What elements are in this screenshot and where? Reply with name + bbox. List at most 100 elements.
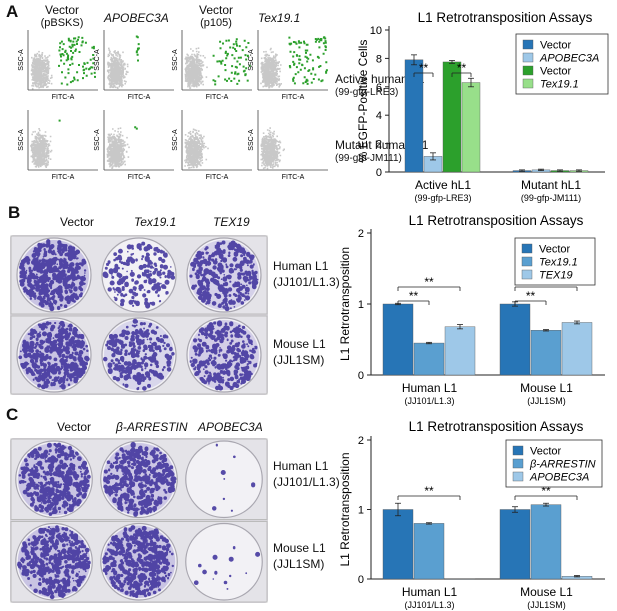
b-well-r1-c1 xyxy=(16,237,92,313)
chart2-error-s1-c1 xyxy=(543,502,549,507)
chart1-error-s2-c1 xyxy=(574,320,580,325)
chart0-x-tick-label-0: Active hL1 xyxy=(415,178,471,192)
c-well-r1-c3 xyxy=(185,440,263,519)
chart0-y-label: % EGFP-Positive Cells xyxy=(356,40,370,163)
well-colonies xyxy=(17,525,91,600)
flow-plot-r2-c4: SSC-A FITC-A xyxy=(248,110,328,181)
plate-col-label-b3: TEX19 xyxy=(213,215,250,229)
chart2-x-tick-label-1: Mouse L1 xyxy=(520,585,573,599)
flow-plot-x-label: FITC-A xyxy=(128,174,151,181)
bar-chart-tex19: L1 Retrotransposition Assays 0 1 2 L1 Retrot… xyxy=(338,213,605,406)
well-colonies xyxy=(102,525,174,598)
flow-negative-events xyxy=(106,127,130,169)
plate-col-label-b1: Vector xyxy=(60,215,95,229)
flow-plot-y-label: SSC-A xyxy=(94,129,101,151)
chart0-error-s0-c0 xyxy=(411,54,417,66)
well-rim xyxy=(185,522,263,601)
plate-row-label-c2: Mouse L1 (JJL1SM) xyxy=(273,541,326,571)
panel-letter-a: A xyxy=(6,2,19,21)
chart2-y-label: L1 Retrotransposition xyxy=(338,452,352,566)
chart0-legend-label-2: Vector xyxy=(540,66,572,78)
flow-negative-events xyxy=(260,47,282,89)
chart2-bar-s0-c1 xyxy=(499,509,531,580)
chart2-bar-s1-c1 xyxy=(530,504,562,580)
flow-col-label-4: Tex19.1 xyxy=(258,11,301,25)
chart0-y-tick-label-1: 2 xyxy=(376,139,382,151)
chart0-legend-swatch-1 xyxy=(522,52,534,63)
chart0-bar-s2-c0 xyxy=(442,61,462,173)
chart2-title: L1 Retrotransposition Assays xyxy=(409,419,584,434)
plate-row-label-c1: Human L1 (JJ101/L1.3) xyxy=(273,459,340,489)
chart0-error-s3-c1 xyxy=(576,169,582,172)
chart0-legend-label-0: Vector xyxy=(540,40,572,52)
chart2-legend-swatch-0 xyxy=(512,445,524,456)
chart0-legend-swatch-2 xyxy=(522,65,534,76)
flow-negative-events xyxy=(184,128,209,169)
chart1-bar-s2-c0 xyxy=(444,326,476,376)
flow-positive-events xyxy=(134,126,138,130)
chart1-significance-2: ** xyxy=(514,289,547,305)
well-colonies xyxy=(189,240,259,312)
chart1-significance-label-2: ** xyxy=(526,289,536,303)
well-colonies xyxy=(103,441,177,517)
c-well-r1-c1 xyxy=(15,440,93,519)
flow-plot-y-label: SSC-A xyxy=(248,49,255,71)
chart0-y-tick-label-2: 4 xyxy=(376,110,382,122)
chart0-error-s1-c1 xyxy=(538,168,544,171)
c-well-r2-c3 xyxy=(185,522,263,601)
flow-plot-x-label: FITC-A xyxy=(128,94,151,101)
chart1-legend-label-2: TEX19 xyxy=(539,270,573,282)
chart2-significance-0: ** xyxy=(397,484,461,500)
chart1-y-tick-label-2: 2 xyxy=(358,228,364,240)
chart2-significance-label-1: ** xyxy=(541,484,551,498)
chart1-bar-s1-c1 xyxy=(530,330,562,376)
b-well-r1-c2 xyxy=(101,237,177,313)
chart2-significance-1: ** xyxy=(514,484,578,500)
flow-plot-x-label: FITC-A xyxy=(52,94,75,101)
b-well-r2-c2 xyxy=(101,317,177,393)
chart0-x-tick-sublabel-1: (99-gfp-JM111) xyxy=(521,193,581,203)
chart0-legend-swatch-3 xyxy=(522,78,534,89)
well-colonies xyxy=(212,443,256,512)
chart0-y-tick-label-5: 10 xyxy=(370,25,382,37)
chart1-significance-label-1: ** xyxy=(424,275,434,289)
chart1-title: L1 Retrotransposition Assays xyxy=(409,213,584,228)
chart2-bar-s2-c0 xyxy=(444,578,476,580)
chart2-bar-s1-c0 xyxy=(413,523,445,580)
flow-plot-y-label: SSC-A xyxy=(248,129,255,151)
plate-col-label-b2: Tex19.1 xyxy=(134,215,177,229)
chart0-legend-label-3: Tex19.1 xyxy=(540,79,579,91)
flow-col-label-3: Vector (p105) xyxy=(198,3,234,30)
flow-plot-y-label: SSC-A xyxy=(172,49,179,71)
flow-plot-r2-c1: SSC-A FITC-A xyxy=(18,110,98,181)
well-colonies xyxy=(18,442,91,516)
chart1-significance-0: ** xyxy=(397,289,430,305)
chart2-legend-swatch-2 xyxy=(512,471,524,482)
chart1-y-tick-label-0: 0 xyxy=(358,370,364,382)
chart1-x-tick-label-1: Mouse L1 xyxy=(520,381,573,395)
chart0-y-tick-label-4: 8 xyxy=(376,53,382,65)
chart0-legend-label-1: APOBEC3A xyxy=(539,53,599,65)
chart0-significance-label-0: ** xyxy=(419,61,429,75)
chart0-bar-s3-c0 xyxy=(461,82,481,173)
chart0-error-s2-c0 xyxy=(449,60,455,64)
chart2-x-tick-sublabel-0: (JJ101/L1.3) xyxy=(404,600,454,610)
chart1-bar-s2-c1 xyxy=(561,322,593,376)
flow-positive-events xyxy=(58,119,61,122)
flow-row-label-active: Active human L1 (99-gfp-LRE3) xyxy=(335,72,425,98)
flow-positive-events xyxy=(135,35,140,62)
flow-col-label-2: APOBEC3A xyxy=(104,11,169,25)
flow-plot-r2-c2: SSC-A FITC-A xyxy=(94,110,174,181)
chart2-error-s2-c1 xyxy=(574,575,580,578)
chart2-y-tick-label-0: 0 xyxy=(358,574,364,586)
chart2-y-tick-label-2: 2 xyxy=(358,435,364,447)
chart1-legend-swatch-1 xyxy=(521,256,533,267)
chart0-x-tick-sublabel-0: (99-gfp-LRE3) xyxy=(414,193,471,203)
chart1-significance-label-0: ** xyxy=(409,289,419,303)
chart1-legend-label-0: Vector xyxy=(539,244,571,256)
chart2-error-s0-c1 xyxy=(512,506,518,513)
chart0-y-tick-label-3: 6 xyxy=(376,82,382,94)
flow-plot-y-label: SSC-A xyxy=(18,129,25,151)
chart1-significance-1: ** xyxy=(397,275,461,291)
flow-positive-events xyxy=(212,38,251,86)
